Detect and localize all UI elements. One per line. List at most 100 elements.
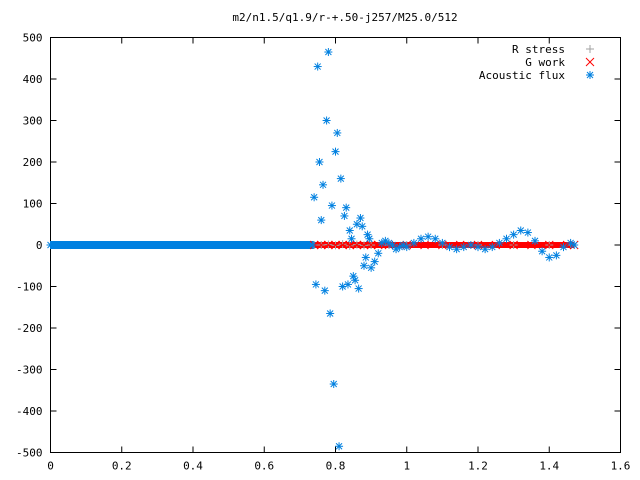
g-work-point — [359, 240, 369, 250]
legend-marker — [586, 71, 594, 79]
x-tick-label: 0.6 — [254, 460, 274, 473]
acoustic-flux-point — [459, 243, 468, 252]
y-tick-label: 400 — [23, 73, 43, 86]
y-tick-label: -500 — [16, 447, 43, 460]
acoustic-flux-point — [333, 128, 342, 137]
y-tick-label: 500 — [23, 32, 43, 45]
g-work-point — [509, 240, 518, 250]
acoustic-flux-point — [502, 234, 511, 243]
g-work-point — [338, 240, 347, 250]
acoustic-flux-point — [210, 241, 219, 249]
acoustic-flux-point — [438, 238, 447, 247]
acoustic-flux-point — [452, 245, 461, 254]
acoustic-flux-point — [60, 241, 69, 249]
acoustic-flux-point — [53, 241, 62, 249]
y-tick-label: 100 — [23, 198, 43, 211]
acoustic-flux-point — [538, 247, 547, 256]
acoustic-flux-point — [445, 243, 454, 252]
r-stress-point — [345, 241, 354, 250]
x-tick-label: 0.8 — [326, 460, 346, 473]
acoustic-flux-point — [474, 243, 482, 252]
acoustic-flux-point — [46, 241, 55, 249]
acoustic-flux-point — [570, 241, 579, 249]
acoustic-flux-point — [354, 284, 363, 293]
acoustic-flux-point — [466, 241, 475, 249]
acoustic-flux-point — [365, 234, 374, 243]
acoustic-flux-point — [67, 241, 76, 249]
acoustic-flux-point — [181, 241, 190, 249]
legend-marker — [585, 57, 595, 67]
x-tick-label: 1.4 — [539, 460, 559, 473]
acoustic-flux-point — [203, 241, 212, 249]
y-tick-label: -400 — [16, 405, 43, 418]
acoustic-flux-point — [361, 253, 370, 262]
acoustic-flux-point — [196, 241, 205, 249]
acoustic-flux-point — [313, 62, 322, 71]
x-tick-label: 0.4 — [183, 460, 203, 473]
acoustic-flux-point — [320, 286, 329, 295]
acoustic-flux-point — [110, 241, 119, 249]
g-work-point — [324, 240, 333, 250]
g-work-point — [345, 240, 355, 250]
acoustic-flux-point — [384, 238, 393, 247]
acoustic-flux-point — [82, 241, 91, 249]
legend-label: R stress — [512, 43, 565, 56]
acoustic-flux-point — [559, 243, 568, 252]
y-axis: -500 -400 -300 -200 -100 0 100 200 300 400 500 — [16, 32, 621, 460]
acoustic-flux-point — [329, 380, 338, 389]
acoustic-flux-point — [253, 241, 262, 249]
x-tick-label: 0.2 — [112, 460, 132, 473]
acoustic-flux-point — [274, 241, 283, 249]
x-tick-label: 1.2 — [468, 460, 488, 473]
acoustic-flux-point — [331, 147, 340, 156]
acoustic-flux-point — [374, 249, 383, 258]
acoustic-flux-point — [327, 201, 336, 210]
y-tick-label: 200 — [23, 156, 43, 169]
acoustic-flux-point — [89, 241, 98, 249]
acoustic-flux-point — [545, 253, 554, 262]
acoustic-flux-point — [75, 241, 83, 249]
acoustic-flux-point — [424, 232, 433, 241]
y-tick-label: -200 — [16, 322, 43, 335]
acoustic-flux-point — [326, 309, 335, 318]
acoustic-flux-point — [189, 241, 197, 249]
acoustic-flux-point — [224, 241, 233, 249]
acoustic-flux-point — [335, 442, 344, 451]
acoustic-flux-point — [495, 238, 504, 247]
acoustic-flux-point — [281, 241, 290, 249]
acoustic-flux-point — [360, 261, 368, 270]
x-tick-label: 0 — [47, 460, 54, 473]
acoustic-flux-point — [431, 234, 440, 243]
acoustic-flux-point — [311, 280, 320, 289]
acoustic-flux-point — [146, 241, 155, 249]
acoustic-flux-point — [358, 222, 367, 231]
acoustic-flux-point — [481, 245, 490, 254]
acoustic-flux-point — [531, 236, 539, 245]
acoustic-flux-point — [308, 241, 317, 249]
acoustic-flux-point — [552, 251, 561, 260]
acoustic-flux-point — [132, 241, 140, 249]
legend-label: Acoustic flux — [479, 69, 565, 82]
y-tick-label: -300 — [16, 364, 43, 377]
acoustic-flux-point — [319, 180, 328, 189]
acoustic-flux-point — [336, 174, 345, 183]
acoustic-flux-point — [117, 241, 126, 249]
acoustic-flux-point — [288, 241, 297, 249]
g-work-point — [420, 240, 429, 250]
acoustic-flux-point — [231, 241, 240, 249]
x-tick-label: 1.6 — [611, 460, 631, 473]
acoustic-flux-point — [153, 241, 162, 249]
acoustic-flux-point — [417, 234, 425, 243]
r-stress-point — [338, 240, 347, 249]
y-tick-label: 300 — [23, 115, 43, 128]
acoustic-flux-point — [217, 241, 226, 249]
acoustic-flux-point — [367, 263, 376, 272]
acoustic-flux-point — [167, 241, 176, 249]
acoustic-flux-point — [516, 226, 525, 235]
legend-marker — [586, 45, 594, 53]
acoustic-flux-point — [340, 211, 349, 220]
acoustic-flux-point — [246, 241, 254, 249]
y-tick-label: 0 — [36, 239, 43, 252]
